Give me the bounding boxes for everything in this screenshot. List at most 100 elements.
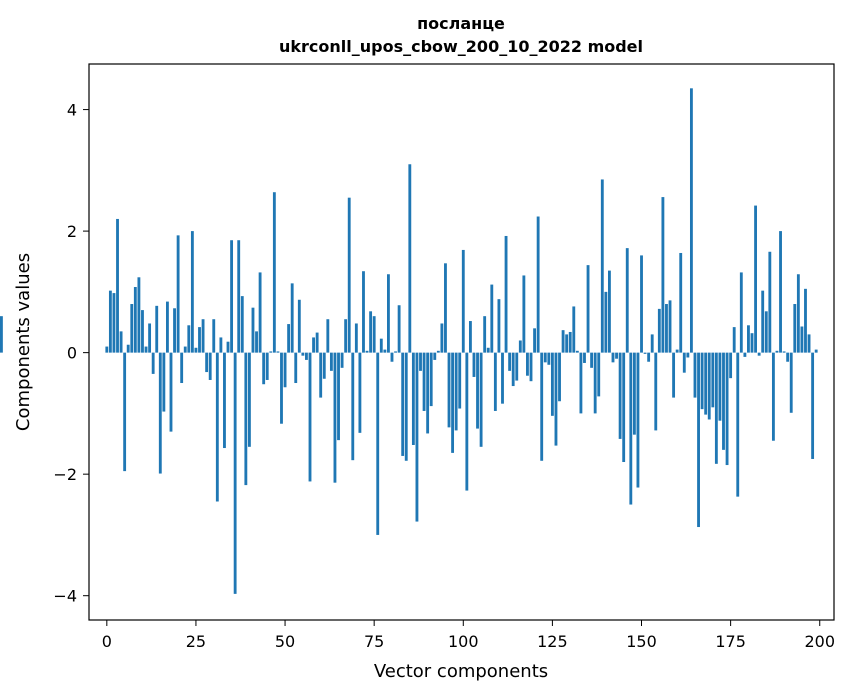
bar bbox=[529, 352, 533, 382]
x-axis-ticks: 0 25 50 75 100 125 150 175 200 bbox=[102, 620, 835, 651]
bar bbox=[764, 311, 768, 353]
bar bbox=[144, 346, 148, 353]
bar bbox=[593, 352, 597, 414]
bar bbox=[233, 352, 237, 594]
bar bbox=[497, 299, 501, 353]
bar bbox=[789, 352, 793, 413]
bar bbox=[408, 164, 412, 353]
bar bbox=[251, 307, 255, 353]
bar bbox=[262, 352, 266, 385]
bar bbox=[255, 331, 258, 353]
bar bbox=[622, 352, 626, 463]
bar bbox=[333, 352, 337, 483]
bar bbox=[276, 351, 280, 353]
bar bbox=[543, 352, 547, 363]
bar bbox=[501, 352, 504, 404]
bar bbox=[383, 349, 387, 353]
y-tick-label: 0 bbox=[67, 344, 77, 363]
bar bbox=[771, 352, 775, 441]
bar bbox=[194, 347, 198, 353]
bar bbox=[201, 319, 205, 353]
y-tick-label: −2 bbox=[53, 465, 77, 484]
bar bbox=[269, 351, 273, 353]
bar bbox=[379, 338, 383, 353]
bar bbox=[454, 352, 458, 431]
bar bbox=[522, 275, 526, 353]
bar bbox=[650, 334, 654, 353]
bar bbox=[187, 325, 191, 353]
bar bbox=[130, 304, 134, 353]
bar bbox=[308, 352, 312, 482]
bar bbox=[205, 352, 209, 373]
bar bbox=[390, 352, 394, 362]
bar bbox=[422, 352, 426, 411]
bar bbox=[586, 265, 590, 353]
bar bbox=[490, 284, 494, 353]
bar bbox=[119, 331, 123, 353]
bar bbox=[796, 274, 800, 353]
chart-title-line1: посланце bbox=[417, 14, 505, 33]
bar bbox=[176, 235, 180, 353]
bar bbox=[258, 272, 262, 353]
bar bbox=[173, 308, 176, 353]
bar bbox=[739, 272, 743, 353]
bar bbox=[419, 352, 422, 371]
bar bbox=[811, 352, 815, 459]
bar bbox=[704, 352, 708, 415]
bar bbox=[347, 197, 351, 353]
bar bbox=[483, 316, 487, 353]
x-tick-label: 150 bbox=[626, 632, 657, 651]
bar bbox=[718, 352, 722, 421]
bar bbox=[329, 352, 333, 371]
bar bbox=[550, 352, 554, 416]
x-tick-label: 125 bbox=[537, 632, 568, 651]
bar bbox=[689, 88, 693, 353]
x-axis-label: Vector components bbox=[374, 661, 548, 682]
bar bbox=[376, 352, 380, 535]
bar bbox=[533, 328, 536, 353]
bar bbox=[365, 350, 369, 353]
bar bbox=[807, 334, 811, 353]
bar bbox=[180, 352, 184, 384]
bar bbox=[515, 352, 519, 381]
bar bbox=[237, 240, 241, 353]
x-tick-label: 175 bbox=[715, 632, 746, 651]
y-axis-ticks: −4 −2 0 2 4 bbox=[53, 101, 89, 606]
bar bbox=[779, 231, 782, 353]
y-axis-label: Components values bbox=[13, 253, 34, 431]
bar bbox=[736, 352, 740, 497]
bar bbox=[583, 352, 586, 363]
bar bbox=[137, 277, 141, 353]
bar bbox=[536, 216, 540, 353]
bar bbox=[433, 352, 437, 360]
plot-frame bbox=[88, 63, 835, 621]
bar bbox=[440, 323, 444, 353]
x-tick-label: 50 bbox=[275, 632, 295, 651]
bar bbox=[116, 218, 119, 353]
bar bbox=[212, 319, 216, 353]
bar bbox=[315, 332, 319, 353]
bar bbox=[240, 296, 244, 353]
x-tick-label: 0 bbox=[102, 632, 112, 651]
bar bbox=[280, 352, 283, 424]
bar bbox=[141, 310, 144, 353]
bar bbox=[294, 352, 298, 384]
bar bbox=[272, 192, 276, 353]
bar bbox=[686, 352, 690, 358]
bar bbox=[451, 352, 455, 453]
bar bbox=[615, 352, 618, 359]
bar bbox=[112, 293, 116, 353]
bar bbox=[714, 352, 718, 464]
bar bbox=[411, 352, 415, 445]
bar bbox=[572, 306, 576, 353]
bar bbox=[579, 352, 583, 414]
bar bbox=[461, 249, 465, 353]
bar bbox=[404, 352, 408, 461]
bar bbox=[750, 333, 754, 353]
bar bbox=[215, 352, 219, 502]
bar bbox=[611, 352, 615, 363]
bar bbox=[394, 351, 397, 353]
bar bbox=[226, 341, 230, 353]
bar bbox=[465, 352, 469, 491]
